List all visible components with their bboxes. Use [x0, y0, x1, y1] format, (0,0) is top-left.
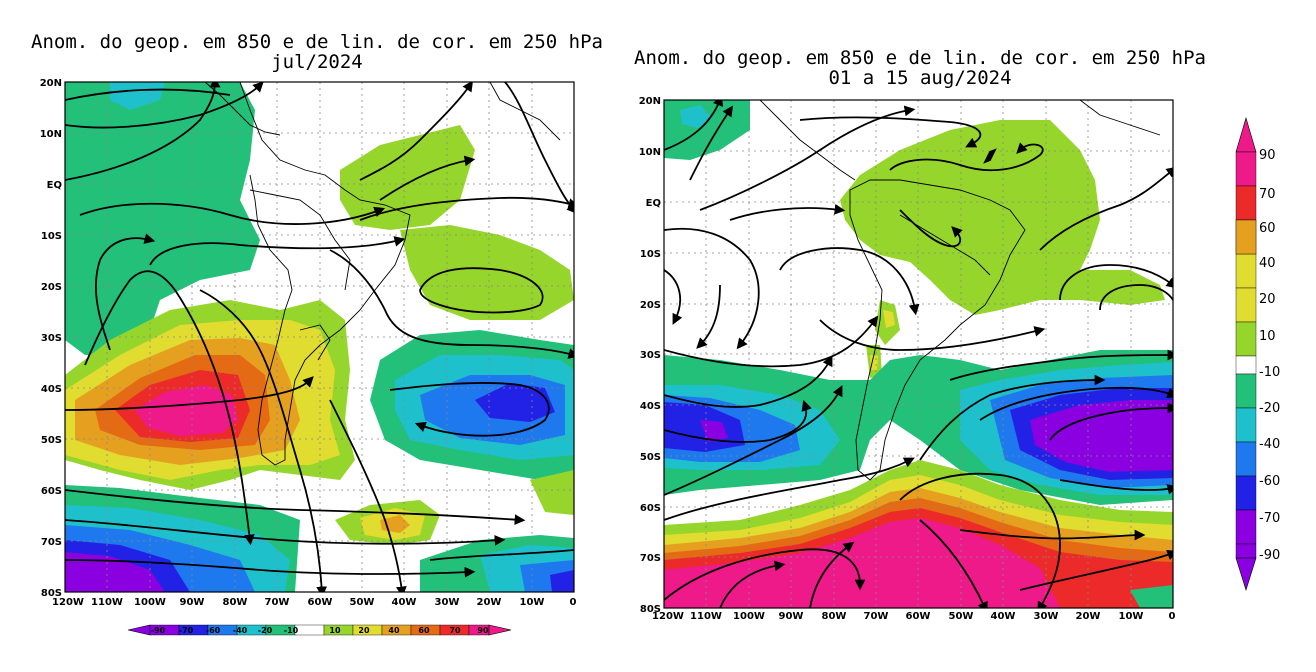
right-lon-label: 10W	[1119, 611, 1144, 622]
right-colorbar-label: 60	[1259, 221, 1276, 236]
left-lon-label: 40W	[392, 597, 417, 608]
right-lon-label: 120W	[652, 611, 684, 622]
left-lat-label: 20N	[40, 78, 62, 89]
left-colorbar-label: -90	[151, 626, 166, 635]
right-lon-labels: 120W 110W 100W 90W 80W 70W 60W 50W 40W 3…	[652, 611, 1175, 622]
right-colorbar-label: 40	[1259, 256, 1276, 271]
left-colorbar-label: 40	[388, 626, 400, 635]
right-lon-label: 110W	[690, 611, 722, 622]
right-lat-labels: 20N 10N EQ 10S 20S 30S 40S 50S 60S 70S 8…	[639, 96, 661, 615]
left-lat-label: 10S	[41, 231, 62, 242]
right-lon-label: 30W	[1034, 611, 1059, 622]
left-colorbar-label: 70	[449, 626, 461, 635]
left-lon-label: 80W	[223, 597, 248, 608]
right-colorbar-label: -10	[1259, 365, 1280, 380]
right-coastlines	[759, 100, 1161, 481]
right-lat-label: EQ	[646, 198, 661, 209]
left-lon-label: 10W	[520, 597, 545, 608]
left-streamlines	[65, 82, 574, 592]
left-lon-label: 60W	[308, 597, 333, 608]
left-lat-label: 10N	[40, 129, 62, 140]
left-lon-label: 100W	[134, 597, 166, 608]
left-lat-label: 70S	[41, 537, 62, 548]
left-title-line2: jul/2024	[271, 51, 363, 73]
left-lon-label: 110W	[91, 597, 123, 608]
right-title-line2: 01 a 15 aug/2024	[828, 67, 1012, 89]
left-lat-label: 80S	[41, 588, 62, 599]
left-lat-label: 30S	[41, 333, 62, 344]
right-lat-label: 50S	[640, 452, 661, 463]
left-lon-label: 120W	[52, 597, 84, 608]
right-lat-label: 10S	[640, 249, 661, 260]
right-map: 20N 10N EQ 10S 20S 30S 40S 50S 60S 70S 8…	[639, 96, 1176, 622]
right-title-line1: Anom. do geop. em 850 e de lin. de cor. …	[634, 47, 1206, 69]
left-lon-label: 90W	[180, 597, 205, 608]
left-lat-labels: 20N 10N EQ 10S 20S 30S 40S 50S 60S 70S 8…	[40, 78, 62, 599]
left-lon-label: 70W	[265, 597, 290, 608]
left-lat-label: 40S	[41, 384, 62, 395]
left-lat-label: 20S	[41, 282, 62, 293]
left-lon-label: 50W	[350, 597, 375, 608]
right-lon-label: 100W	[733, 611, 765, 622]
left-map: 20N 10N EQ 10S 20S 30S 40S 50S 60S 70S 8…	[40, 78, 577, 608]
right-colorbar-label: 90	[1259, 148, 1276, 163]
left-coastlines	[204, 82, 561, 466]
right-lat-label: 20S	[640, 300, 661, 311]
right-colorbar: 90 70 60 40 20 10 -10 -20 -40 -60 -70 -9…	[1235, 116, 1280, 592]
left-map-title: Anom. do geop. em 850 e de lin. de cor. …	[22, 32, 612, 72]
left-colorbar-label: -70	[179, 626, 194, 635]
left-colorbar-label: 90	[477, 626, 489, 635]
left-lat-label: 60S	[41, 486, 62, 497]
right-lat-label: 80S	[640, 604, 661, 615]
left-colorbar-label: 10	[329, 626, 341, 635]
left-colorbar-label: 20	[358, 626, 370, 635]
right-lat-label: 40S	[640, 401, 661, 412]
left-lon-label: 30W	[435, 597, 460, 608]
right-map-title: Anom. do geop. em 850 e de lin. de cor. …	[620, 48, 1220, 88]
left-lon-label: 20W	[477, 597, 502, 608]
left-colorbar-label: 60	[418, 626, 430, 635]
left-anomaly-fields	[65, 82, 574, 592]
right-lat-label: 20N	[639, 96, 661, 107]
left-title-line1: Anom. do geop. em 850 e de lin. de cor. …	[31, 31, 603, 53]
right-colorbar-label: -70	[1259, 511, 1280, 526]
right-colorbar-label: -60	[1259, 474, 1280, 489]
right-colorbar-label: -90	[1259, 548, 1280, 563]
right-lon-label: 70W	[864, 611, 889, 622]
left-lon-labels: 120W 110W 100W 90W 80W 70W 60W 50W 40W 3…	[52, 597, 576, 608]
left-colorbar-label: -40	[233, 626, 248, 635]
left-lon-label: 0	[570, 597, 577, 608]
right-lon-label: 20W	[1076, 611, 1101, 622]
right-lon-label: 80W	[822, 611, 847, 622]
left-colorbar-label: -20	[258, 626, 273, 635]
left-colorbar-label: -10	[284, 626, 299, 635]
right-streamlines	[664, 100, 1173, 608]
left-colorbar: -90 -70 -60 -40 -20 -10 10 20 40 60 70 9…	[127, 624, 512, 636]
right-lat-label: 60S	[640, 503, 661, 514]
right-lat-label: 10N	[639, 147, 661, 158]
right-colorbar-label: -40	[1259, 437, 1280, 452]
right-lon-label: 0	[1169, 611, 1176, 622]
right-colorbar-label: 70	[1259, 187, 1276, 202]
right-map-frame	[663, 99, 1174, 609]
right-lon-label: 50W	[949, 611, 974, 622]
right-lat-label: 30S	[640, 350, 661, 361]
left-colorbar-label: -60	[206, 626, 221, 635]
right-lon-label: 40W	[991, 611, 1016, 622]
right-colorbar-label: 10	[1259, 329, 1276, 344]
right-lat-label: 70S	[640, 553, 661, 564]
left-lat-label: EQ	[47, 180, 62, 191]
right-colorbar-label: 20	[1259, 292, 1276, 307]
left-map-frame	[64, 81, 575, 593]
right-lon-label: 90W	[779, 611, 804, 622]
right-lon-label: 60W	[906, 611, 931, 622]
right-colorbar-label: -20	[1259, 401, 1280, 416]
left-lat-label: 50S	[41, 435, 62, 446]
